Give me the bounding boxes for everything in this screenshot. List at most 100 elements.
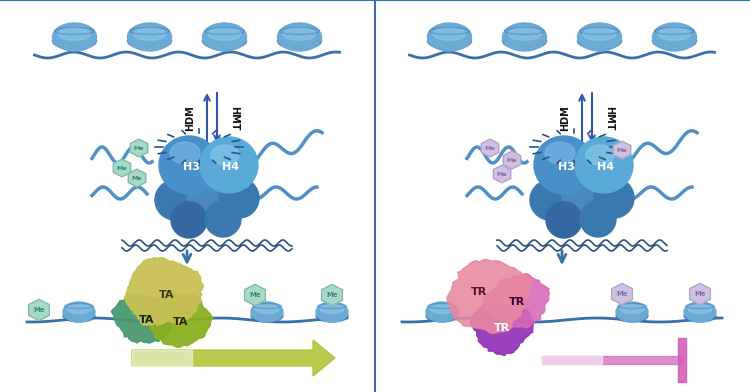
Polygon shape [471,301,533,356]
Ellipse shape [251,310,283,322]
Polygon shape [28,299,50,321]
Ellipse shape [187,177,227,217]
Ellipse shape [545,142,575,164]
Text: TA: TA [159,290,175,300]
Ellipse shape [575,137,633,193]
Ellipse shape [202,33,247,49]
Ellipse shape [58,28,91,40]
Ellipse shape [63,310,95,322]
Polygon shape [146,294,212,347]
Ellipse shape [133,28,166,40]
Polygon shape [132,340,335,376]
Ellipse shape [283,28,316,40]
Polygon shape [483,274,549,328]
Ellipse shape [170,142,200,164]
Text: Me: Me [694,291,706,297]
Text: HDM: HDM [185,105,195,131]
Ellipse shape [67,305,91,314]
Ellipse shape [171,202,207,238]
Polygon shape [689,283,710,305]
Polygon shape [494,165,511,183]
Ellipse shape [211,145,239,165]
Ellipse shape [320,305,344,314]
Ellipse shape [620,305,644,314]
Ellipse shape [684,302,716,322]
Ellipse shape [433,28,466,40]
Ellipse shape [616,302,648,322]
Text: Me: Me [616,291,628,297]
Ellipse shape [546,202,582,238]
Text: Me: Me [496,172,507,176]
Polygon shape [614,141,631,159]
Ellipse shape [63,302,95,322]
Text: H4: H4 [223,162,239,172]
Ellipse shape [616,310,648,322]
Text: HDM: HDM [560,105,570,131]
Ellipse shape [53,23,97,51]
Text: TR: TR [509,297,525,307]
Ellipse shape [586,145,614,165]
Ellipse shape [255,305,279,314]
Text: H4: H4 [598,162,614,172]
Ellipse shape [128,23,172,51]
Ellipse shape [578,33,622,49]
Polygon shape [447,259,531,334]
Ellipse shape [316,302,348,322]
Ellipse shape [205,201,241,237]
Text: TA: TA [173,317,189,327]
Text: H3: H3 [182,162,200,172]
Ellipse shape [278,23,322,51]
Ellipse shape [155,180,195,220]
Ellipse shape [426,310,458,322]
Text: Me: Me [33,307,45,313]
Text: HMT: HMT [604,106,614,130]
Ellipse shape [684,310,716,322]
Text: Me: Me [484,145,495,151]
Polygon shape [542,356,682,364]
Polygon shape [132,350,192,366]
Ellipse shape [652,33,697,49]
Ellipse shape [53,33,97,49]
Polygon shape [128,169,146,187]
Polygon shape [124,258,203,325]
Ellipse shape [688,305,712,314]
Text: Me: Me [132,176,142,180]
Ellipse shape [503,23,547,51]
Polygon shape [244,285,266,305]
Ellipse shape [128,33,172,49]
Ellipse shape [580,201,616,237]
Text: TR: TR [494,323,510,333]
Ellipse shape [594,178,634,218]
Ellipse shape [658,28,691,40]
Polygon shape [678,338,686,382]
Polygon shape [130,139,148,157]
Text: Me: Me [134,145,144,151]
Polygon shape [542,356,602,364]
Ellipse shape [583,28,616,40]
Polygon shape [503,151,520,169]
Polygon shape [113,159,130,177]
Ellipse shape [562,177,602,217]
Text: Me: Me [249,292,261,298]
Text: TR: TR [471,287,488,297]
Polygon shape [611,283,632,305]
Ellipse shape [278,33,322,49]
Text: H3: H3 [557,162,574,172]
Polygon shape [112,294,172,343]
Ellipse shape [652,23,697,51]
Ellipse shape [503,33,547,49]
Ellipse shape [251,302,283,322]
Text: Me: Me [326,292,338,298]
Polygon shape [322,285,343,305]
Ellipse shape [219,178,259,218]
Ellipse shape [578,23,622,51]
Ellipse shape [316,310,348,322]
Ellipse shape [430,305,454,314]
Ellipse shape [159,136,219,194]
Ellipse shape [426,302,458,322]
Text: Me: Me [507,158,518,163]
Ellipse shape [202,23,247,51]
Ellipse shape [534,136,594,194]
Text: Me: Me [616,147,627,152]
Ellipse shape [427,23,472,51]
